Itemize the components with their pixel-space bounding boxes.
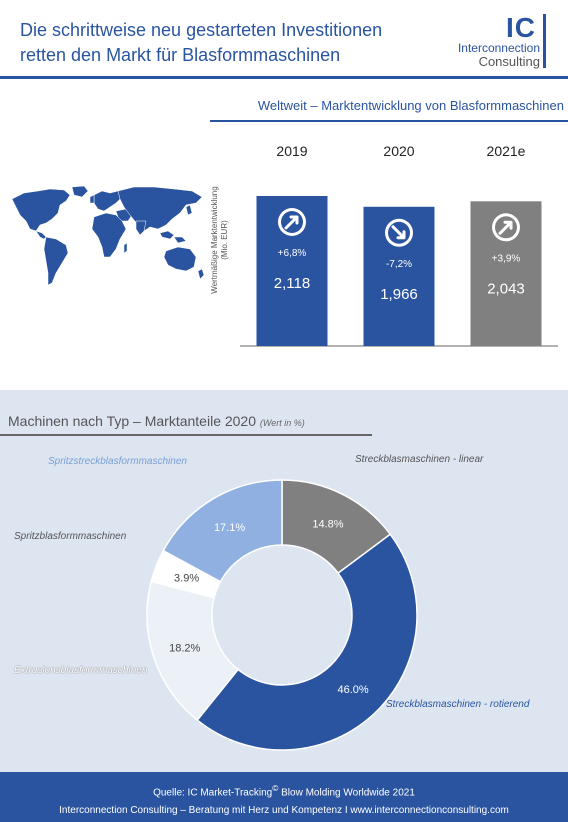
bar-change-label: +6,8% — [278, 248, 307, 259]
footer: Quelle: IC Market-Tracking© Blow Molding… — [0, 772, 568, 822]
legend-label-streckblas-rotierend: Streckblasmaschinen - rotierend — [386, 699, 530, 710]
bar-category-label: 2021e — [487, 143, 526, 159]
footer-source-prefix: Quelle: IC Market-Tracking — [153, 787, 273, 799]
logo-ic-mark: IC — [506, 12, 536, 43]
legend-label-streckblas-linear: Streckblasmaschinen - linear — [355, 454, 484, 465]
market-bar-chart: 2019 +6,8% 2,118 2020 -7,2% 1,966 2021e +3,9% 2,… — [240, 143, 558, 347]
donut-slice-label: 14.8% — [312, 518, 343, 530]
bar-change-label: -7,2% — [386, 259, 412, 270]
donut-slice-label: 3.9% — [174, 573, 199, 585]
logo-text-line-2: Consulting — [478, 54, 540, 69]
trend-arrow — [284, 215, 299, 230]
bar-value-label: 2,118 — [274, 275, 310, 292]
legend-label-spritzblas: Spritzblasformmaschinen — [14, 531, 127, 542]
logo-text-line-1: Interconnection — [457, 41, 540, 55]
arrow-down-right-icon — [385, 218, 413, 247]
bar-category-label: 2019 — [276, 143, 307, 159]
market-section-title: Weltweit – Marktentwicklung von Blasform… — [257, 98, 564, 113]
arrow-up-right-icon — [278, 208, 306, 236]
footer-tagline: Interconnection Consulting – Beratung mi… — [59, 805, 509, 816]
type-share-title-text: Machinen nach Typ – Marktanteile 2020 — [8, 413, 257, 429]
market-title-underline — [210, 120, 568, 122]
donut-slice — [162, 479, 283, 583]
title-line-1: Die schrittweise neu gestarteten Investi… — [20, 20, 383, 40]
trend-arrow — [498, 220, 513, 235]
header-divider — [0, 76, 568, 79]
bar-value-label: 1,966 — [380, 286, 418, 303]
type-share-title-underline — [0, 434, 372, 436]
bar-category-label: 2020 — [383, 143, 414, 159]
world-map-icon — [11, 185, 205, 286]
legend-label-spritzstreckblas: Spritzstreckblasformmaschinen — [48, 456, 187, 467]
footer-source-suffix: Blow Molding Worldwide 2021 — [278, 787, 415, 799]
logo-bar — [543, 14, 546, 68]
donut-slice-label: 46.0% — [337, 684, 368, 696]
legend-label-extrusionsblas: Extrusionsblasformmaschinen — [14, 665, 148, 676]
footer-source: Quelle: IC Market-Tracking© Blow Molding… — [0, 783, 568, 798]
bar-value-label: 2,043 — [487, 280, 525, 297]
arrow-up-right-icon — [492, 213, 520, 242]
footer-copyright-mark: © — [272, 783, 279, 793]
trend-arrow — [391, 225, 406, 240]
title-line-2: retten den Markt für Blasformmaschinen — [20, 45, 341, 65]
donut-slice-label: 18.2% — [169, 642, 200, 654]
company-logo: IC Interconnection Consulting — [442, 12, 552, 70]
bar-change-label: +3,9% — [492, 253, 521, 264]
page-title: Die schrittweise neu gestarteten Investi… — [20, 18, 440, 68]
type-share-title: Machinen nach Typ – Marktanteile 2020 (W… — [8, 413, 305, 429]
type-share-subtitle: (Wert in %) — [259, 418, 305, 428]
donut-slice-label: 17.1% — [214, 522, 245, 534]
donut-slice — [196, 533, 418, 751]
